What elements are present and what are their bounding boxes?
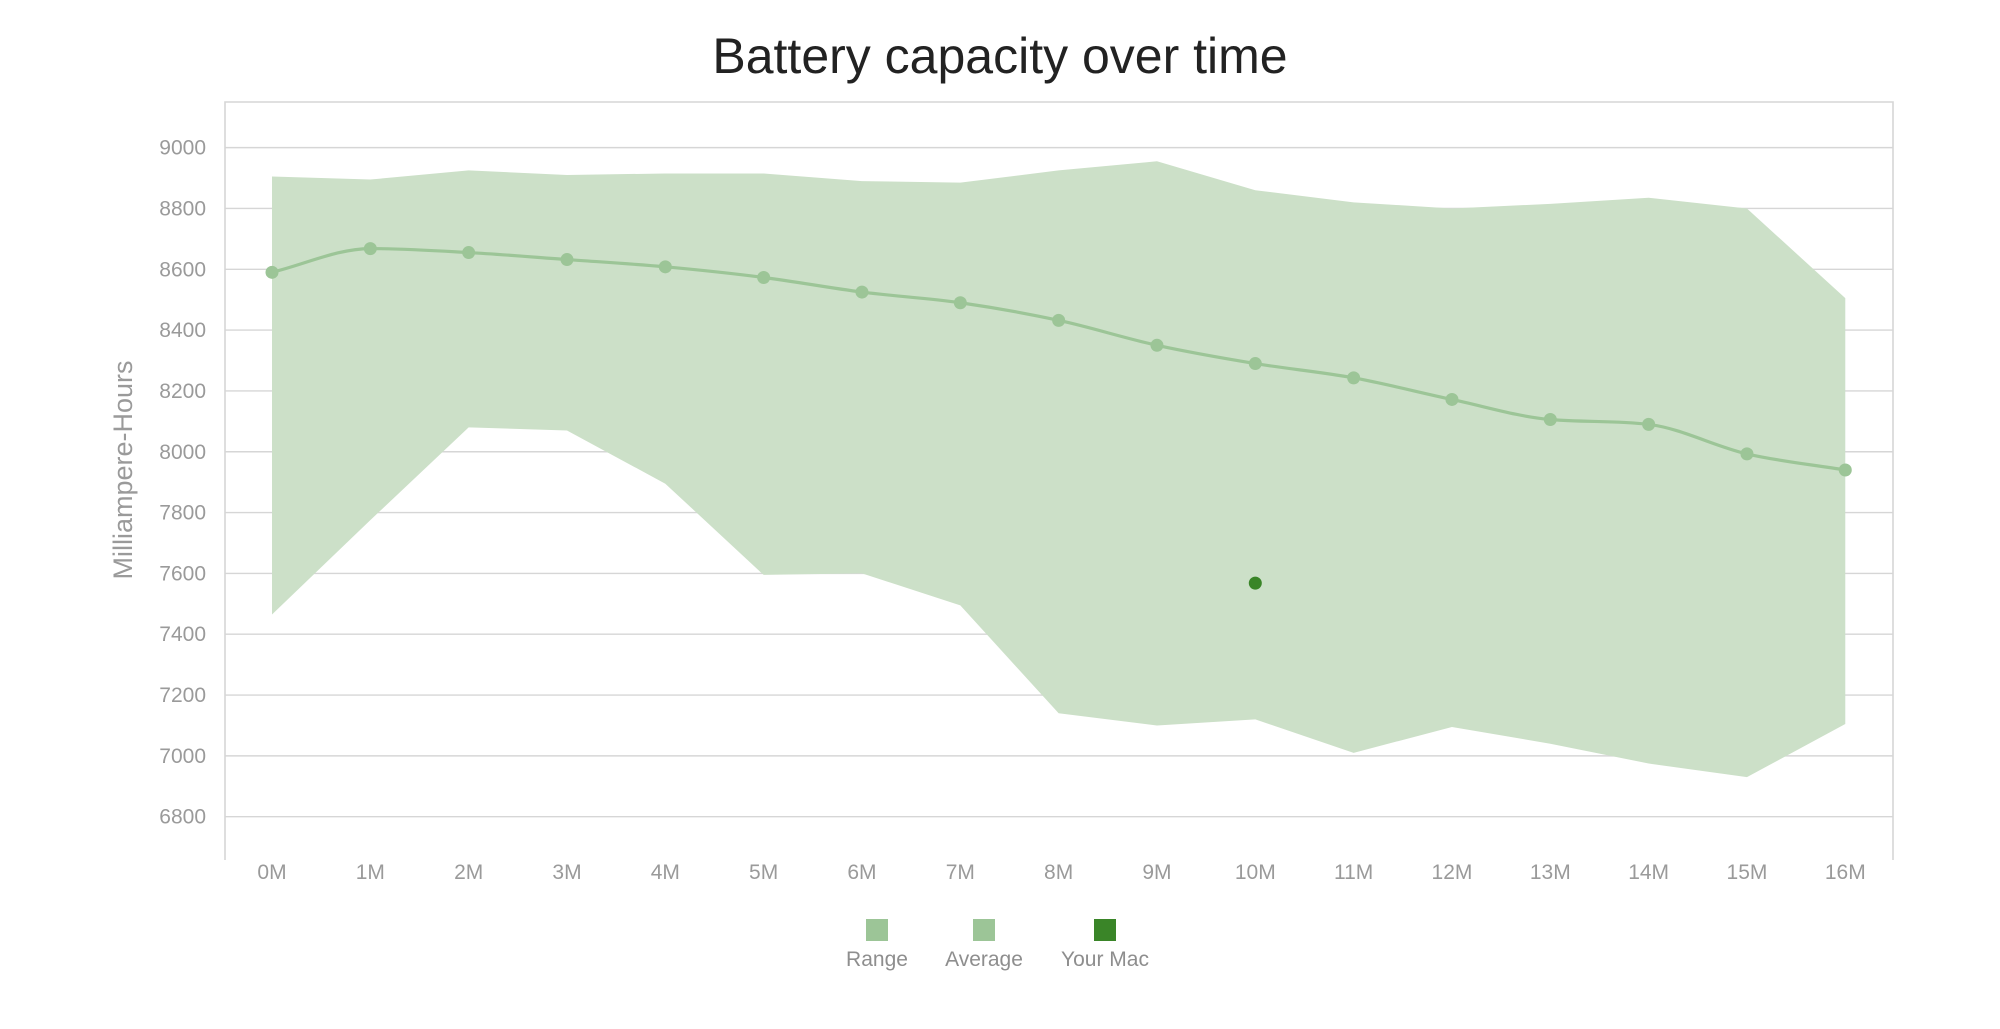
average-point-12M[interactable]: [1445, 392, 1459, 406]
frame-border: [224, 101, 1894, 838]
x-tick-3M: 3M: [552, 861, 581, 884]
y-axis-title: Milliampere-Hours: [108, 360, 138, 579]
average-point-9M[interactable]: [1150, 338, 1164, 352]
x-tick-0M: 0M: [257, 861, 286, 884]
average-point-14M[interactable]: [1642, 417, 1656, 431]
average-point-7M[interactable]: [953, 296, 967, 310]
legend-label-range: Range: [846, 948, 908, 971]
plot-frame: [224, 101, 1894, 860]
y-tick-8600: 8600: [159, 258, 206, 281]
x-tick-10M: 10M: [1235, 861, 1276, 884]
average-line-layer: [270, 246, 1847, 472]
y-tick-7800: 7800: [159, 502, 206, 525]
x-tick-16M: 16M: [1825, 861, 1866, 884]
legend-swatch-average: [973, 919, 995, 941]
average-point-11M[interactable]: [1347, 371, 1361, 385]
range-area: [272, 161, 1846, 778]
y-tick-7200: 7200: [159, 684, 206, 707]
y-tick-8000: 8000: [159, 441, 206, 464]
average-point-5M[interactable]: [757, 270, 771, 284]
x-tick-9M: 9M: [1142, 861, 1171, 884]
y-tick-labels: 6800 7000 7200 7400 7600 7800 8000 8200 8400 8600…: [159, 137, 206, 829]
y-tick-8400: 8400: [159, 319, 206, 342]
x-tick-6M: 6M: [847, 861, 876, 884]
y-tick-8200: 8200: [159, 380, 206, 403]
chart-title: Battery capacity over time: [712, 28, 1287, 84]
average-point-6M[interactable]: [855, 285, 869, 299]
x-tick-4M: 4M: [651, 861, 680, 884]
y-tick-7000: 7000: [159, 745, 206, 768]
average-point-10M[interactable]: [1248, 357, 1262, 371]
x-tick-11M: 11M: [1334, 861, 1373, 884]
y-tick-8800: 8800: [159, 197, 206, 220]
legend-swatch-range: [866, 919, 888, 941]
average-point-8M[interactable]: [1052, 313, 1066, 327]
average-line: [270, 246, 1847, 472]
your-mac-point[interactable]: [1248, 576, 1262, 590]
x-tick-5M: 5M: [749, 861, 778, 884]
average-point-2M[interactable]: [462, 246, 476, 260]
x-tick-7M: 7M: [946, 861, 975, 884]
average-point-4M[interactable]: [658, 260, 672, 274]
average-point-0M[interactable]: [265, 265, 279, 279]
x-tick-14M: 14M: [1628, 861, 1669, 884]
legend-label-average: Average: [945, 948, 1023, 971]
average-point-1M[interactable]: [363, 242, 377, 256]
x-tick-1M: 1M: [356, 861, 385, 884]
x-tick-15M: 15M: [1727, 861, 1768, 884]
x-tick-labels: 0M 1M 2M 3M 4M 5M 6M 7M 8M 9M 10M 11M 12M 13M 14M 15M 16…: [257, 861, 1865, 884]
x-tick-2M: 2M: [454, 861, 483, 884]
y-tick-7600: 7600: [159, 562, 206, 585]
x-tick-8M: 8M: [1044, 861, 1073, 884]
average-point-15M[interactable]: [1740, 447, 1754, 461]
range-area-layer: [272, 161, 1846, 778]
legend-item-your-mac[interactable]: Your Mac: [1061, 919, 1149, 971]
average-points-layer: [265, 242, 1852, 477]
your-mac-layer: [1248, 576, 1262, 590]
legend-item-average[interactable]: Average: [945, 919, 1023, 971]
average-point-3M[interactable]: [560, 253, 574, 267]
legend-item-range[interactable]: Range: [846, 919, 908, 971]
x-tick-12M: 12M: [1432, 861, 1473, 884]
x-tick-13M: 13M: [1530, 861, 1571, 884]
y-tick-6800: 6800: [159, 806, 206, 829]
legend-label-your-mac: Your Mac: [1061, 948, 1149, 971]
y-tick-9000: 9000: [159, 137, 206, 160]
average-point-13M[interactable]: [1543, 413, 1557, 427]
average-point-16M[interactable]: [1838, 463, 1852, 477]
legend: Range Average Your Mac: [846, 919, 1149, 971]
legend-swatch-your-mac: [1094, 919, 1116, 941]
y-tick-7400: 7400: [159, 623, 206, 646]
